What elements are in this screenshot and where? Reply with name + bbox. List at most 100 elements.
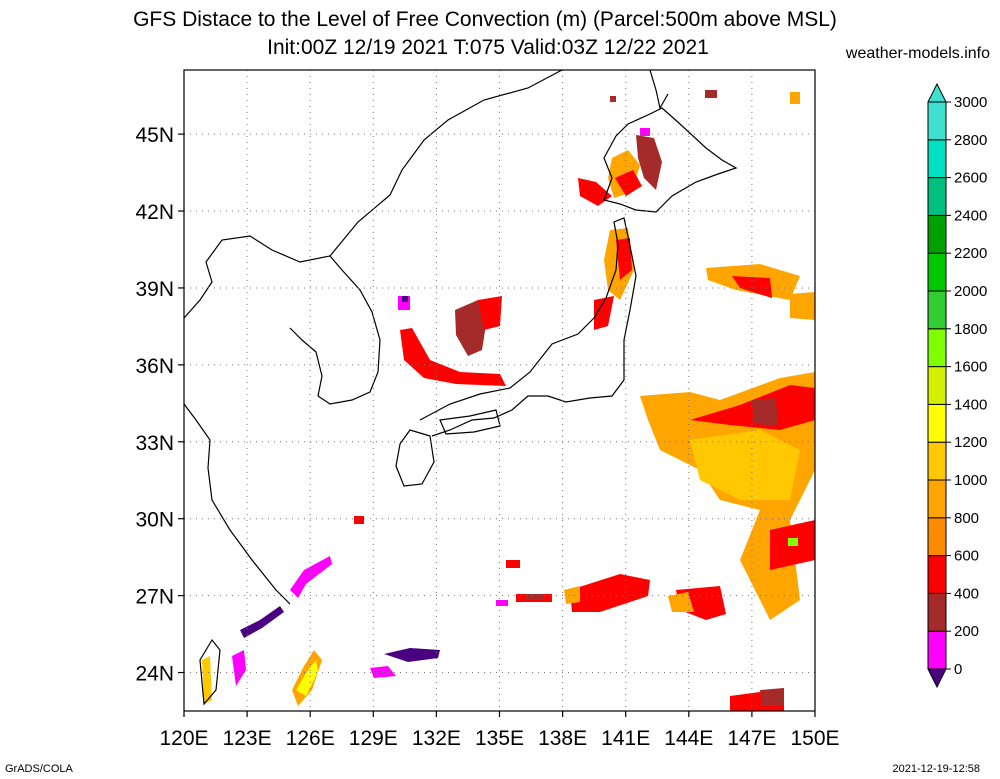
footer-timestamp: 2021-12-19-12:58 bbox=[892, 763, 980, 775]
colorbar-label: 600 bbox=[954, 548, 979, 565]
field-hokkaido-brown bbox=[636, 135, 662, 190]
lfc-contour-fields bbox=[202, 90, 815, 711]
colorbar-swatch bbox=[927, 366, 947, 405]
lat-tick-label: 33N bbox=[135, 432, 174, 455]
field-south-red4 bbox=[506, 560, 520, 568]
colorbar-label: 200 bbox=[954, 623, 979, 640]
colorbar-label: 3000 bbox=[954, 94, 987, 111]
field-east-green bbox=[788, 538, 798, 546]
lat-tick-label: 30N bbox=[135, 509, 174, 532]
coast-korea bbox=[289, 255, 381, 405]
colorbar-swatch bbox=[927, 479, 947, 519]
colorbar-swatch bbox=[927, 630, 947, 670]
colorbar-swatch bbox=[927, 252, 947, 292]
coast-honshu bbox=[419, 217, 637, 437]
field-east-orange2 bbox=[790, 292, 815, 320]
colorbar-label: 1200 bbox=[954, 434, 987, 451]
colorbar-label: 2000 bbox=[954, 283, 987, 300]
colorbar-high-arrow bbox=[927, 82, 947, 103]
colorbar-label: 1400 bbox=[954, 396, 987, 413]
colorbar-swatch bbox=[927, 403, 947, 443]
lon-tick-label: 150E bbox=[790, 727, 839, 750]
colorbar-swatch bbox=[927, 290, 947, 330]
coast-shikoku bbox=[439, 409, 501, 435]
field-hokkaido-red2 bbox=[615, 170, 642, 196]
lon-tick-label: 135E bbox=[475, 727, 524, 750]
colorbar-swatch bbox=[927, 139, 947, 179]
field-ryukyu-purple3 bbox=[384, 648, 440, 662]
colorbar-swatch bbox=[927, 592, 947, 632]
lon-tick-label: 129E bbox=[349, 727, 398, 750]
colorbar: 0 200 400 600 800 1000 1200 1400 1600 1800 2000 220… bbox=[927, 82, 987, 689]
field-hokkaido-magenta bbox=[640, 128, 650, 136]
lat-tick-label: 24N bbox=[135, 663, 174, 686]
longitude-axis: 120E 123E 126E 129E 132E 135E 138E 141E 144E 147E… bbox=[159, 711, 840, 750]
field-ryukyu-magenta3 bbox=[370, 666, 396, 678]
colorbar-swatch bbox=[927, 555, 947, 594]
lon-tick-label: 123E bbox=[223, 727, 272, 750]
colorbar-swatch bbox=[927, 177, 947, 216]
coast-hokkaido bbox=[603, 107, 738, 213]
colorbar-label: 1000 bbox=[954, 472, 987, 489]
colorbar-low-arrow bbox=[927, 668, 947, 689]
field-ryukyu-purple2 bbox=[240, 606, 284, 638]
colorbar-label: 800 bbox=[954, 510, 979, 527]
field-hokkaido-red bbox=[578, 178, 612, 206]
coast-taiwan bbox=[199, 638, 221, 706]
graticule bbox=[184, 70, 815, 711]
title-line-2: Init:00Z 12/19 2021 T:075 Valid:03Z 12/2… bbox=[267, 36, 709, 59]
coast-sakhalin bbox=[649, 70, 669, 110]
field-south-orange2 bbox=[668, 592, 694, 612]
lon-tick-label: 138E bbox=[538, 727, 587, 750]
lon-tick-label: 132E bbox=[412, 727, 461, 750]
field-ryukyu-purple bbox=[290, 556, 332, 598]
field-bottom-brown bbox=[760, 688, 784, 706]
field-south-magenta bbox=[496, 600, 508, 606]
colorbar-label: 2400 bbox=[954, 207, 987, 224]
field-east-red2 bbox=[690, 385, 815, 430]
field-south-red5 bbox=[354, 516, 364, 524]
lon-tick-label: 144E bbox=[664, 727, 713, 750]
field-hokkaido-brown2 bbox=[610, 96, 616, 102]
colorbar-swatch bbox=[927, 517, 947, 557]
colorbar-swatch bbox=[927, 441, 947, 481]
field-coast-purple bbox=[402, 296, 408, 302]
lat-tick-label: 36N bbox=[135, 355, 174, 378]
colorbar-swatch bbox=[927, 101, 947, 141]
field-seaofjapan-red bbox=[478, 296, 502, 330]
colorbar-label: 2200 bbox=[954, 245, 987, 262]
lat-tick-label: 42N bbox=[135, 201, 174, 224]
lat-tick-label: 39N bbox=[135, 278, 174, 301]
colorbar-swatch bbox=[927, 214, 947, 254]
field-seaofjapan-brown bbox=[455, 300, 488, 356]
field-south-orange1 bbox=[564, 586, 580, 604]
lon-tick-label: 126E bbox=[286, 727, 335, 750]
field-north-brown bbox=[705, 90, 717, 98]
lon-tick-label: 147E bbox=[727, 727, 776, 750]
field-east-brown bbox=[752, 398, 778, 426]
coast-kyushu bbox=[395, 429, 435, 487]
field-north-orange bbox=[790, 92, 800, 104]
colorbar-label: 0 bbox=[954, 661, 962, 678]
field-coast-red bbox=[400, 328, 506, 386]
footer-grads: GrADS/COLA bbox=[5, 763, 73, 775]
colorbar-label: 400 bbox=[954, 585, 979, 602]
coast-china-east bbox=[184, 403, 291, 605]
field-tohoku-red2 bbox=[594, 296, 614, 330]
field-south-red1 bbox=[570, 574, 650, 612]
colorbar-label: 2800 bbox=[954, 132, 987, 149]
latitude-axis: 45N 42N 39N 36N 33N 30N 27N 24N bbox=[135, 124, 184, 686]
lat-tick-label: 27N bbox=[135, 586, 174, 609]
field-ryukyu-magenta2 bbox=[232, 650, 246, 686]
lon-tick-label: 141E bbox=[601, 727, 650, 750]
field-east-yellow bbox=[690, 430, 800, 500]
coastlines bbox=[184, 70, 738, 706]
field-taiwan-orange bbox=[202, 656, 212, 704]
colorbar-swatch bbox=[927, 328, 947, 368]
field-south-brown bbox=[526, 594, 544, 600]
colorbar-label: 2600 bbox=[954, 170, 987, 187]
field-ryukyu-yellow bbox=[296, 660, 318, 696]
colorbar-label: 1800 bbox=[954, 321, 987, 338]
title-line-1: GFS Distace to the Level of Free Convect… bbox=[133, 8, 837, 31]
